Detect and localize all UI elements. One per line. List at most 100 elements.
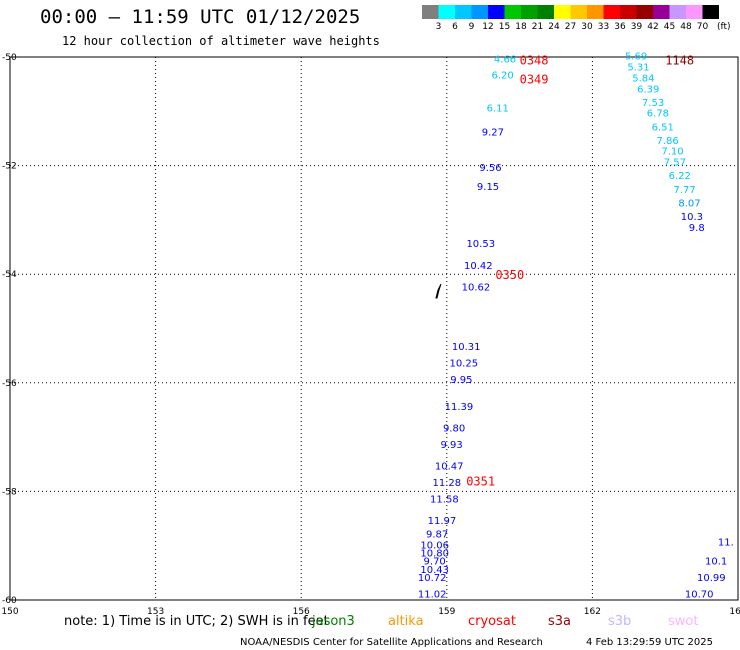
colorbar-tick-label: 27 <box>565 22 576 32</box>
swh-value-label: 6.51 <box>652 122 674 133</box>
colorbar-swatch <box>521 5 538 19</box>
colorbar-legend: 3 6 9 12 15 18 21 24 27 30 33 36 39 42 45 48 70 (ft) <box>422 5 731 32</box>
swh-value-label: 10.53 <box>466 239 495 250</box>
swh-value-label: 11.97 <box>428 516 457 527</box>
colorbar-tick-label: 3 <box>436 22 442 32</box>
swh-value-label: 10.06 <box>420 540 449 551</box>
swh-value-label: 10.47 <box>435 462 464 473</box>
colorbar-tick-label: 15 <box>499 22 510 32</box>
swh-value-label: 9.87 <box>426 530 448 541</box>
swh-value-label: 7.86 <box>656 136 678 147</box>
colorbar-tick-label: 39 <box>631 22 643 32</box>
colorbar-swatch <box>669 5 686 19</box>
colorbar-swatch <box>620 5 637 19</box>
axis-tick-labels: 150 153 156 159 162 165 -50 -52 -54 -56 -58 -60 <box>1 53 740 617</box>
x-tick-label: 156 <box>293 607 310 617</box>
pass-time-label: 0351 <box>466 475 495 489</box>
footer-credit: NOAA/NESDIS Center for Satellite Applica… <box>240 637 543 648</box>
y-tick-label: -52 <box>2 162 17 172</box>
colorbar-tick-label: 45 <box>664 22 675 32</box>
swh-value-label: 10.70 <box>685 589 714 600</box>
colorbar-swatch <box>702 5 719 19</box>
swh-value-label: 5.31 <box>627 63 649 74</box>
chart-subtitle: 12 hour collection of altimeter wave hei… <box>62 34 380 48</box>
plot-frame <box>9 56 739 601</box>
colorbar-unit-label: (ft) <box>717 22 731 32</box>
colorbar-tick-label: 18 <box>515 22 527 32</box>
satellite-legend-jason3: jason3 <box>311 614 355 629</box>
satellite-legend-s3b: s3b <box>608 614 631 629</box>
colorbar-tick-label: 24 <box>548 22 560 32</box>
colorbar-tick-label: 42 <box>647 22 658 32</box>
colorbar-swatch <box>603 5 620 19</box>
swh-value-label: 10.80 <box>420 549 449 560</box>
swh-value-label: 5.69 <box>625 52 647 63</box>
footer: note: 1) Time is in UTC; 2) SWH is in fe… <box>64 614 713 648</box>
swh-value-label: 11.28 <box>432 478 461 489</box>
satellite-legend-cryosat: cryosat <box>468 614 516 629</box>
swh-value-label: 5.84 <box>632 73 654 84</box>
swh-value-label: 10.3 <box>681 212 703 223</box>
swh-value-label: 10.43 <box>420 565 449 576</box>
plot-grid <box>10 57 738 600</box>
swh-value-label: 9.93 <box>441 440 463 451</box>
colorbar-swatch <box>537 5 554 19</box>
x-tick-label: 162 <box>584 607 601 617</box>
colorbar-tick-label: 36 <box>614 22 626 32</box>
swh-value-label: 6.78 <box>647 109 669 120</box>
swh-data-points: 4.66 6.20 6.11 9.27 9.56 9.15 10.53 10.42 10.62 1… <box>418 52 734 601</box>
swh-value-label: 6.20 <box>491 71 513 82</box>
swh-value-label: 10.25 <box>449 359 478 370</box>
pass-time-label: 0348 <box>520 54 549 68</box>
swh-value-label: 9.70 <box>424 557 446 568</box>
x-tick-label: 165 <box>729 607 740 617</box>
swh-value-label: 8.07 <box>678 198 700 209</box>
colorbar-tick-label: 70 <box>697 22 709 32</box>
colorbar-tick-label: 12 <box>482 22 493 32</box>
colorbar-swatch <box>455 5 472 19</box>
pass-time-labels: 0348 0349 0350 0351 1148 <box>466 54 694 489</box>
swh-value-label: 10.72 <box>418 573 447 584</box>
colorbar-tick-label: 21 <box>532 22 543 32</box>
colorbar-swatch <box>686 5 703 19</box>
swh-value-label: 6.11 <box>487 103 509 114</box>
island-outline <box>435 283 442 299</box>
swh-value-label: 6.39 <box>637 84 659 95</box>
y-tick-label: -54 <box>2 270 17 280</box>
swh-value-label: 11.02 <box>418 589 447 600</box>
swh-value-label: 9.27 <box>482 128 504 139</box>
swh-value-label: 4.66 <box>494 54 516 65</box>
satellite-legend-s3a: s3a <box>548 614 571 629</box>
swh-value-label: 10.62 <box>462 282 491 293</box>
swh-value-label: 9.80 <box>443 424 465 435</box>
swh-value-label: 9.15 <box>477 182 499 193</box>
swh-value-label: 10.31 <box>452 342 481 353</box>
chart-title: 00:00 – 11:59 UTC 01/12/2025 <box>40 6 361 28</box>
colorbar-swatch <box>438 5 455 19</box>
swh-value-label: 11. <box>718 538 734 549</box>
footer-timestamp: 4 Feb 13:29:59 UTC 2025 <box>586 637 713 648</box>
colorbar-swatch <box>422 5 439 19</box>
satellite-legend-altika: altika <box>388 614 424 629</box>
colorbar-swatch <box>554 5 571 19</box>
swh-value-label: 7.77 <box>673 185 695 196</box>
swh-value-label: 9.8 <box>689 223 705 234</box>
x-tick-label: 153 <box>147 607 164 617</box>
footer-note: note: 1) Time is in UTC; 2) SWH is in fe… <box>64 614 329 629</box>
swh-value-label: 11.58 <box>430 494 459 505</box>
colorbar-swatch <box>488 5 505 19</box>
colorbar-swatch <box>471 5 488 19</box>
colorbar-swatch <box>504 5 521 19</box>
pass-time-label: 0349 <box>520 73 549 87</box>
swh-value-label: 7.57 <box>664 158 686 169</box>
colorbar-tick-label: 48 <box>680 22 692 32</box>
colorbar-tick-label: 33 <box>598 22 609 32</box>
swh-value-label: 7.53 <box>642 98 664 109</box>
swh-value-label: 10.99 <box>697 573 726 584</box>
swh-value-label: 10.1 <box>705 557 727 568</box>
colorbar-tick-label: 6 <box>452 22 458 32</box>
y-tick-label: -50 <box>2 53 17 63</box>
swh-value-label: 10.42 <box>464 261 493 272</box>
colorbar-swatch <box>636 5 653 19</box>
